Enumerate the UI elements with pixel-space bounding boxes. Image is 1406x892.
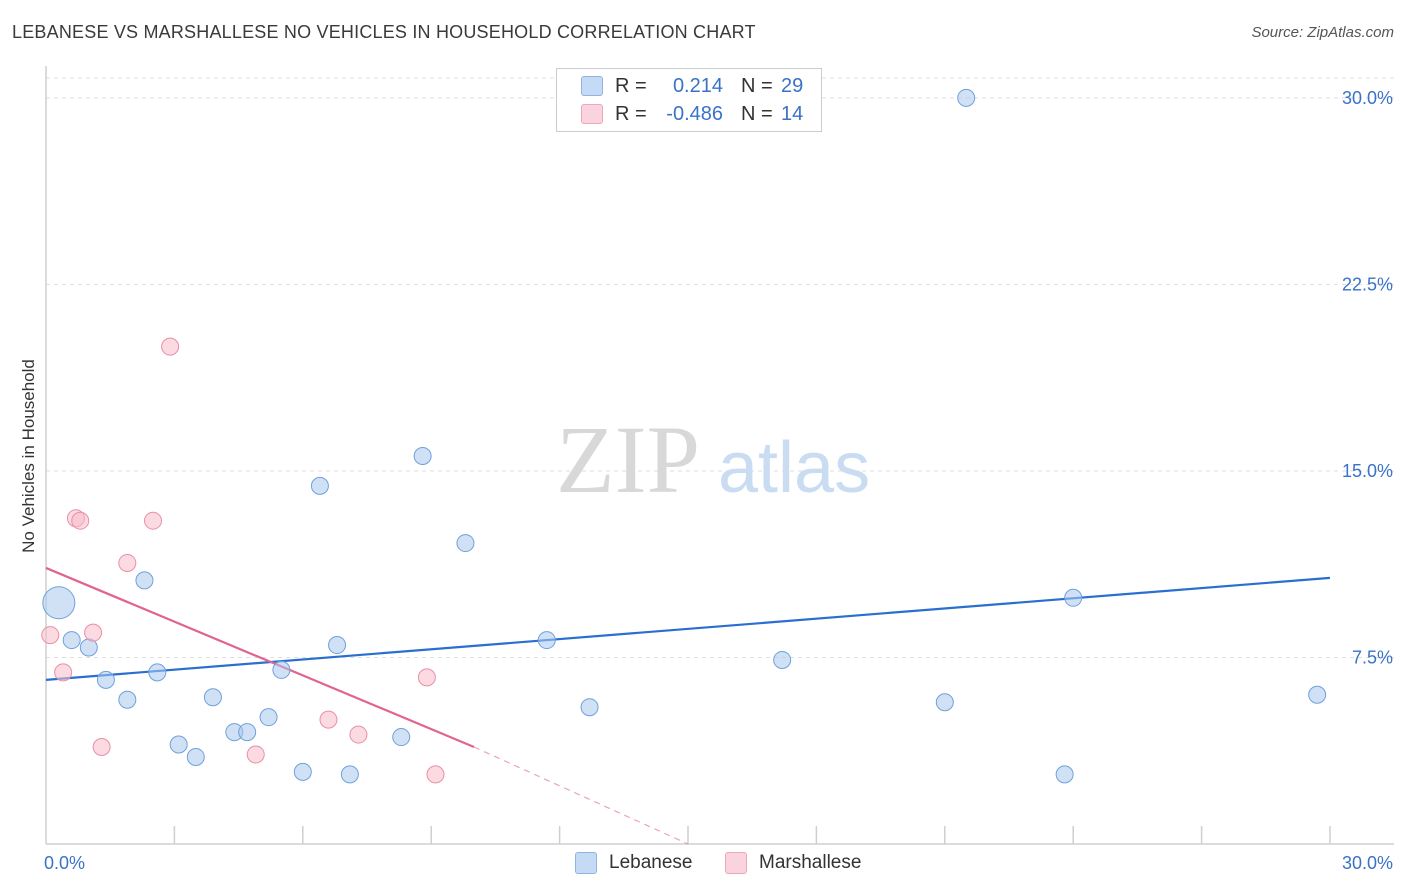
point-lebanese: [1308, 685, 1327, 704]
legend-r-label: R =: [615, 102, 647, 125]
legend-r-value: -0.486: [666, 102, 723, 125]
legend-n-label: N =: [741, 102, 773, 125]
legend-n-label: N =: [741, 74, 773, 97]
marshallese-swatch: [725, 852, 747, 874]
trend-line-lebanese: [45, 576, 1331, 681]
point-lebanese: [79, 638, 98, 657]
axes: [45, 66, 1394, 845]
point-marshallese: [426, 765, 445, 784]
marshallese-swatch: [581, 104, 603, 124]
data-points: [41, 88, 1327, 784]
point-lebanese: [537, 631, 556, 650]
point-marshallese: [54, 663, 73, 682]
point-lebanese: [328, 636, 347, 655]
legend-item-lebanese[interactable]: Lebanese: [575, 852, 692, 874]
y-tick-label: 15.0%: [1342, 461, 1393, 481]
point-lebanese: [42, 586, 76, 620]
point-lebanese: [135, 571, 154, 590]
point-marshallese: [84, 623, 103, 642]
lebanese-swatch: [581, 76, 603, 96]
point-marshallese: [319, 710, 338, 729]
point-lebanese: [1055, 765, 1074, 784]
gridlines: [46, 77, 1394, 658]
point-lebanese: [456, 534, 475, 553]
point-lebanese: [392, 728, 411, 747]
point-lebanese: [1064, 588, 1083, 607]
point-marshallese: [92, 738, 111, 757]
point-lebanese: [259, 708, 278, 727]
point-lebanese: [118, 690, 137, 709]
y-tick-label: 30.0%: [1342, 88, 1393, 108]
lebanese-swatch: [575, 852, 597, 874]
chart-title: LEBANESE VS MARSHALLESE NO VEHICLES IN H…: [12, 22, 756, 42]
point-lebanese: [169, 735, 188, 754]
point-lebanese: [310, 476, 329, 495]
y-tick-label: 7.5%: [1352, 647, 1393, 667]
y-axis-label: No Vehicles in Household: [19, 359, 38, 553]
point-marshallese: [161, 337, 180, 356]
point-lebanese: [96, 670, 115, 689]
point-lebanese: [340, 765, 359, 784]
legend-label-lebanese: Lebanese: [609, 852, 693, 873]
point-lebanese: [203, 688, 222, 707]
legend-n-value: 29: [781, 74, 804, 97]
trend-extension-marshallese: [473, 746, 689, 845]
point-marshallese: [144, 511, 162, 530]
legend-item-marshallese[interactable]: Marshallese: [725, 852, 861, 874]
point-marshallese: [71, 511, 90, 530]
legend-r-label: R =: [615, 74, 647, 97]
trend-line-marshallese: [45, 566, 475, 749]
point-lebanese: [293, 762, 312, 781]
point-lebanese: [148, 663, 167, 682]
watermark-zip: ZIP: [556, 406, 700, 513]
point-marshallese: [417, 668, 436, 687]
tick-labels: 7.5% 15.0% 22.5% 30.0% 0.0% 30.0%: [44, 88, 1393, 873]
correlation-legend: R = 0.214 N = 29 R = -0.486 N = 14: [556, 68, 822, 132]
point-marshallese: [41, 626, 60, 645]
legend-label-marshallese: Marshallese: [759, 852, 862, 873]
point-lebanese: [238, 723, 257, 742]
point-lebanese: [413, 447, 432, 466]
point-marshallese: [118, 553, 137, 572]
point-lebanese: [186, 747, 205, 766]
point-lebanese: [773, 650, 792, 669]
point-marshallese: [349, 725, 368, 744]
series-legend: Lebanese Marshallese: [0, 852, 1406, 878]
legend-row-lebanese: R = 0.214 N = 29: [581, 73, 803, 99]
point-lebanese: [62, 631, 81, 650]
legend-n-value: 14: [781, 102, 804, 125]
point-lebanese: [580, 698, 599, 717]
legend-row-marshallese: R = -0.486 N = 14: [581, 101, 803, 127]
legend-r-value: 0.214: [672, 74, 723, 97]
trend-lines: [45, 566, 1331, 845]
point-marshallese: [246, 745, 265, 764]
x-tick-label-max: 30.0%: [1342, 853, 1393, 873]
y-tick-label: 22.5%: [1342, 274, 1393, 294]
source-label: Source: ZipAtlas.com: [1251, 24, 1394, 41]
point-lebanese: [272, 660, 291, 679]
watermark-atlas: atlas: [718, 428, 870, 508]
point-lebanese: [935, 693, 954, 712]
point-lebanese: [957, 88, 976, 107]
x-tick-label-min: 0.0%: [44, 853, 85, 873]
